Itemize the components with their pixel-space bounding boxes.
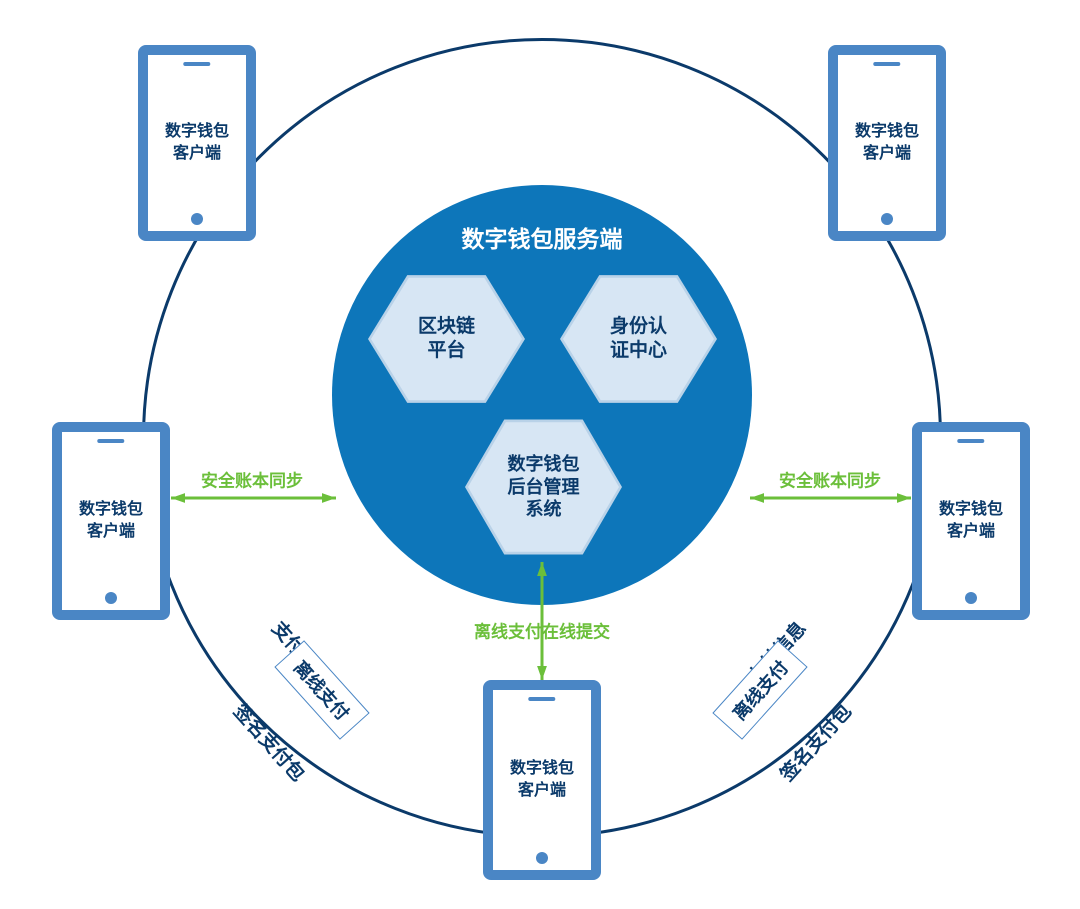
core-title: 数字钱包服务端 (332, 220, 752, 254)
hex-label-identity: 身份认 证中心 (610, 315, 667, 363)
phone-tl-label: 数字钱包 客户端 (165, 121, 229, 164)
sync-left-label: 安全账本同步 (201, 467, 303, 492)
hex-label-mgmt: 数字钱包 后台管理 系统 (508, 453, 580, 521)
phone-tr-label: 数字钱包 客户端 (855, 121, 919, 164)
phone-b-label: 数字钱包 客户端 (510, 758, 574, 801)
phone-r: 数字钱包 客户端 (912, 422, 1030, 620)
phone-l-label: 数字钱包 客户端 (79, 499, 143, 542)
hex-label-blockchain: 区块链 平台 (418, 315, 475, 363)
phone-tr: 数字钱包 客户端 (828, 45, 946, 241)
phone-l: 数字钱包 客户端 (52, 422, 170, 620)
sync-right-label: 安全账本同步 (779, 467, 881, 492)
phone-tl: 数字钱包 客户端 (138, 45, 256, 241)
phone-r-label: 数字钱包 客户端 (939, 499, 1003, 542)
phone-b: 数字钱包 客户端 (483, 680, 601, 880)
diagram-canvas: 数字钱包服务端 区块链 平台身份认 证中心数字钱包 后台管理 系统数字钱包 客户… (0, 0, 1080, 909)
offline-up-label: 离线支付在线提交 (474, 618, 610, 643)
